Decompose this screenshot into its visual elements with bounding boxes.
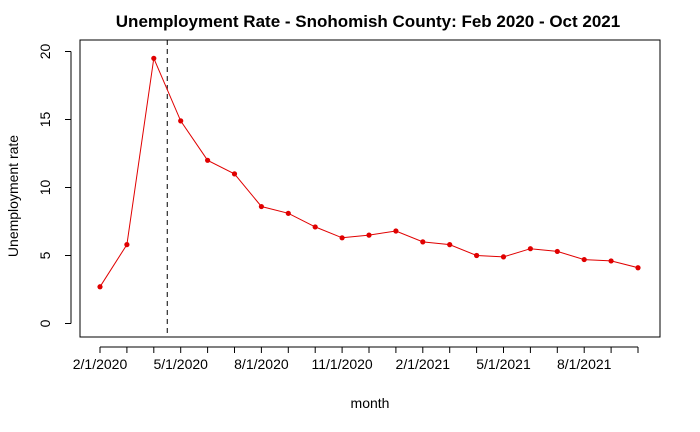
data-point (312, 224, 318, 230)
data-point (285, 210, 291, 216)
data-point (178, 118, 184, 124)
data-point (608, 258, 614, 264)
x-tick-label: 2/1/2021 (396, 356, 451, 372)
x-tick-label: 5/1/2021 (476, 356, 531, 372)
data-point (474, 252, 480, 259)
data-point (151, 55, 157, 61)
data-point (581, 256, 587, 263)
y-tick-label: 20 (37, 44, 53, 60)
y-tick-label: 5 (37, 251, 53, 259)
data-point (366, 232, 372, 238)
data-point (554, 248, 560, 255)
data-point (124, 242, 130, 248)
data-point (339, 235, 345, 241)
data-point (635, 265, 641, 271)
data-point (420, 239, 426, 245)
series-layer (97, 55, 641, 290)
y-tick-label: 15 (37, 112, 53, 128)
chart-title: Unemployment Rate - Snohomish County: Fe… (116, 12, 620, 31)
x-tick-label: 5/1/2020 (153, 356, 208, 372)
x-tick-label: 8/1/2020 (234, 356, 289, 372)
y-tick-label: 0 (37, 319, 53, 327)
x-tick-label: 8/1/2021 (557, 356, 612, 372)
y-axis-label: Unemployment rate (5, 135, 21, 257)
y-axis: 0 5 10 15 20 (37, 44, 72, 327)
data-point (447, 242, 453, 248)
data-point (393, 228, 399, 234)
data-point (500, 254, 507, 260)
x-tick-label: 2/1/2020 (73, 356, 128, 372)
plot-area (79, 39, 661, 338)
data-point (258, 203, 264, 210)
x-axis: 2/1/2020 5/1/2020 8/1/2020 11/1/2020 2/1/202… (73, 346, 639, 372)
x-axis-label: month (351, 395, 390, 411)
x-tick-label: 11/1/2020 (311, 356, 372, 372)
data-point (231, 171, 238, 177)
y-tick-label: 10 (37, 180, 53, 196)
data-point (97, 284, 103, 290)
data-point (527, 246, 534, 252)
data-point (205, 157, 211, 163)
